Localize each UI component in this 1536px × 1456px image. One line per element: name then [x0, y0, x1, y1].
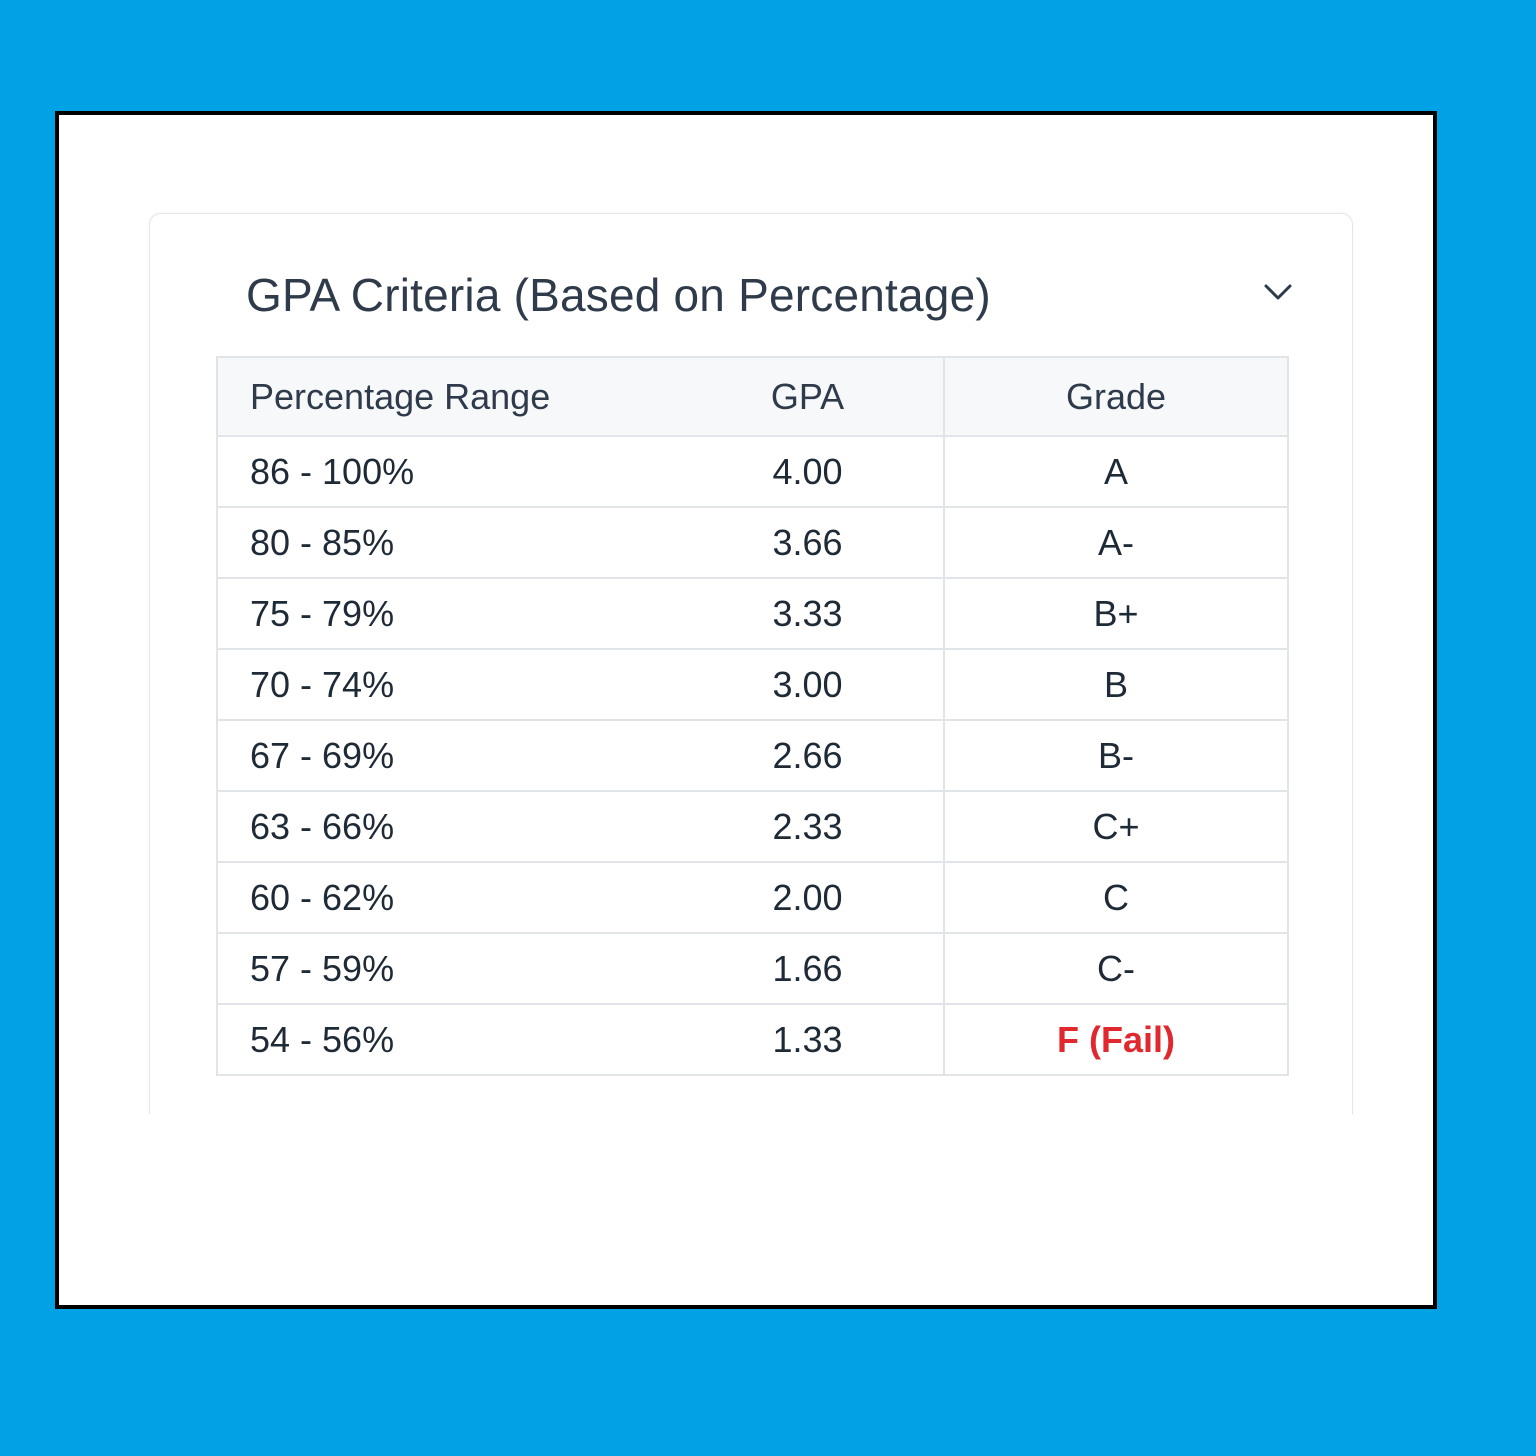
table-row: 67 - 69% 2.66 B- [216, 719, 1289, 792]
table-row: 63 - 66% 2.33 C+ [216, 790, 1289, 863]
table-row: 70 - 74% 3.00 B [216, 648, 1289, 721]
grade-cell: B+ [943, 577, 1289, 650]
table-row: 57 - 59% 1.66 C- [216, 932, 1289, 1005]
table-row: 54 - 56% 1.33 F (Fail) [216, 1003, 1289, 1076]
gpa-cell: 3.33 [672, 577, 945, 650]
gpa-cell: 1.33 [672, 1003, 945, 1076]
gpa-criteria-card: GPA Criteria (Based on Percentage) Perce… [149, 213, 1353, 1114]
table-row: 60 - 62% 2.00 C [216, 861, 1289, 934]
percentage-range-cell: 60 - 62% [216, 861, 672, 934]
percentage-range-cell: 86 - 100% [216, 435, 672, 508]
gpa-cell: 3.66 [672, 506, 945, 579]
gpa-cell: 1.66 [672, 932, 945, 1005]
column-header-gpa: GPA [672, 356, 945, 437]
gpa-cell: 2.66 [672, 719, 945, 792]
grade-cell: A [943, 435, 1289, 508]
gpa-cell: 2.33 [672, 790, 945, 863]
gpa-table: Percentage Range GPA Grade 86 - 100% 4.0… [216, 356, 1289, 1076]
grade-cell: C+ [943, 790, 1289, 863]
grade-cell: C [943, 861, 1289, 934]
percentage-range-cell: 75 - 79% [216, 577, 672, 650]
column-header-percentage-range: Percentage Range [216, 356, 672, 437]
column-header-grade: Grade [943, 356, 1289, 437]
percentage-range-cell: 63 - 66% [216, 790, 672, 863]
gpa-cell: 4.00 [672, 435, 945, 508]
gpa-table-wrapper: Percentage Range GPA Grade 86 - 100% 4.0… [216, 356, 1289, 1076]
grade-cell-fail: F (Fail) [943, 1003, 1289, 1076]
chevron-down-icon[interactable] [1258, 272, 1298, 312]
table-row: 80 - 85% 3.66 A- [216, 506, 1289, 579]
table-row: 86 - 100% 4.00 A [216, 435, 1289, 508]
percentage-range-cell: 80 - 85% [216, 506, 672, 579]
gpa-criteria-accordion-header[interactable]: GPA Criteria (Based on Percentage) [246, 262, 1296, 332]
grade-cell: B- [943, 719, 1289, 792]
grade-cell: A- [943, 506, 1289, 579]
percentage-range-cell: 67 - 69% [216, 719, 672, 792]
gpa-cell: 3.00 [672, 648, 945, 721]
gpa-cell: 2.00 [672, 861, 945, 934]
grade-cell: B [943, 648, 1289, 721]
card-title: GPA Criteria (Based on Percentage) [246, 269, 991, 321]
screenshot-frame: GPA Criteria (Based on Percentage) Perce… [55, 111, 1437, 1309]
table-header-row: Percentage Range GPA Grade [216, 356, 1289, 437]
percentage-range-cell: 70 - 74% [216, 648, 672, 721]
table-row: 75 - 79% 3.33 B+ [216, 577, 1289, 650]
percentage-range-cell: 57 - 59% [216, 932, 672, 1005]
grade-cell: C- [943, 932, 1289, 1005]
percentage-range-cell: 54 - 56% [216, 1003, 672, 1076]
